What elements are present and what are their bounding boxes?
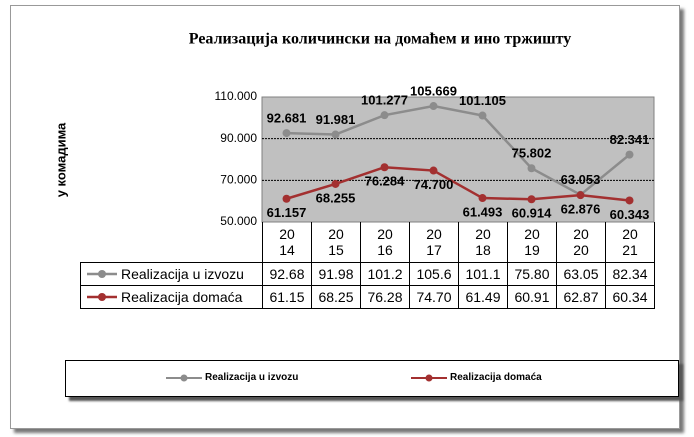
table-cell: 60.91 (507, 285, 557, 309)
table-cell: 101.1 (458, 262, 508, 286)
point (429, 166, 438, 175)
table-cell: 74.70 (409, 285, 459, 309)
category-label: 2019 (524, 226, 540, 258)
table-row-header: Realizacija u izvozu (80, 262, 263, 286)
table-header-cell: 2018 (458, 222, 508, 263)
table-cell: 61.49 (458, 285, 508, 309)
y-tick-label: 70.000 (220, 173, 257, 187)
series-name: Realizacija u izvozu (121, 266, 244, 282)
data-label: 63.053 (561, 172, 601, 187)
legend-item: Realizacija u izvozu (166, 372, 298, 383)
y-tick-label: 110.000 (215, 89, 258, 103)
data-label: 61.157 (267, 205, 307, 220)
legend-key (166, 374, 202, 381)
point (576, 191, 585, 200)
legend-marker (180, 374, 188, 381)
legend: Realizacija u izvozu Realizacija domaća (65, 360, 679, 397)
data-label: 68.255 (316, 190, 356, 205)
data-label: 82.341 (610, 132, 650, 147)
data-label: 62.876 (561, 202, 601, 217)
point (380, 111, 389, 120)
y-tick-label: 90.000 (220, 131, 257, 145)
table-cell: 101.2 (360, 262, 410, 286)
table-header-cell: 2021 (605, 222, 655, 263)
legend-key (87, 293, 117, 301)
data-label: 75.802 (512, 146, 552, 161)
point (625, 196, 634, 205)
table-cell: 75.80 (507, 262, 557, 286)
table-cell: 105.6 (409, 262, 459, 286)
table-cell: 68.25 (311, 285, 361, 309)
plot-area (261, 96, 655, 223)
data-label: 105.669 (410, 83, 457, 98)
table-header-cell: 2014 (262, 222, 312, 263)
point (429, 102, 438, 111)
category-label: 2021 (622, 226, 638, 258)
series-line (286, 104, 631, 197)
category-label: 2015 (328, 226, 344, 258)
table-row-header: Realizacija domaća (80, 285, 263, 309)
table-header-cell: 2017 (409, 222, 459, 263)
legend-key (411, 374, 447, 381)
legend-label: Realizacija u izvozu (205, 372, 299, 383)
data-label: 76.284 (365, 174, 406, 189)
point (282, 129, 291, 138)
table-cell: 76.28 (360, 285, 410, 309)
data-label: 101.105 (459, 93, 506, 108)
table-cell: 63.05 (556, 262, 606, 286)
category-label: 2016 (377, 226, 393, 258)
category-label: 2020 (573, 226, 589, 258)
data-label: 101.277 (361, 93, 408, 108)
table-cell: 61.15 (262, 285, 312, 309)
category-label: 2014 (279, 226, 295, 258)
point (380, 163, 389, 172)
table-cell: 82.34 (605, 262, 655, 286)
data-label: 91.981 (316, 112, 356, 127)
data-label: 60.914 (512, 206, 553, 221)
point (478, 194, 487, 203)
category-label: 2017 (426, 226, 442, 258)
table-cell: 92.68 (262, 262, 312, 286)
data-label: 74.700 (414, 177, 454, 192)
table-header-cell: 2015 (311, 222, 361, 263)
chart-title: Реализација количински на домаћем и ино … (189, 31, 571, 48)
point (282, 194, 291, 203)
legend-item: Realizacija domaća (411, 372, 542, 383)
point (331, 130, 340, 139)
table-header-cell: 2020 (556, 222, 606, 263)
y-axis-label: у комадима (53, 122, 68, 197)
point (527, 164, 536, 173)
table-header-cell: 2019 (507, 222, 557, 263)
point (527, 195, 536, 204)
table-cell: 62.87 (556, 285, 606, 309)
table-cell: 91.98 (311, 262, 361, 286)
point (331, 179, 340, 188)
category-label: 2018 (475, 226, 491, 258)
point (625, 150, 634, 159)
y-tick-label: 50.000 (220, 214, 257, 228)
data-label: 61.493 (463, 204, 503, 219)
series-name: Realizacija domaća (121, 289, 243, 305)
legend-marker (425, 374, 433, 381)
table-cell: 60.34 (605, 285, 655, 309)
legend-marker (98, 293, 106, 301)
series-line (286, 165, 630, 202)
legend-marker (98, 270, 106, 278)
table-header-cell: 2016 (360, 222, 410, 263)
legend-label: Realizacija domaća (450, 372, 542, 383)
legend-key (87, 270, 117, 278)
point (478, 111, 487, 120)
data-label: 92.681 (267, 111, 307, 126)
data-label: 60.343 (610, 207, 650, 222)
